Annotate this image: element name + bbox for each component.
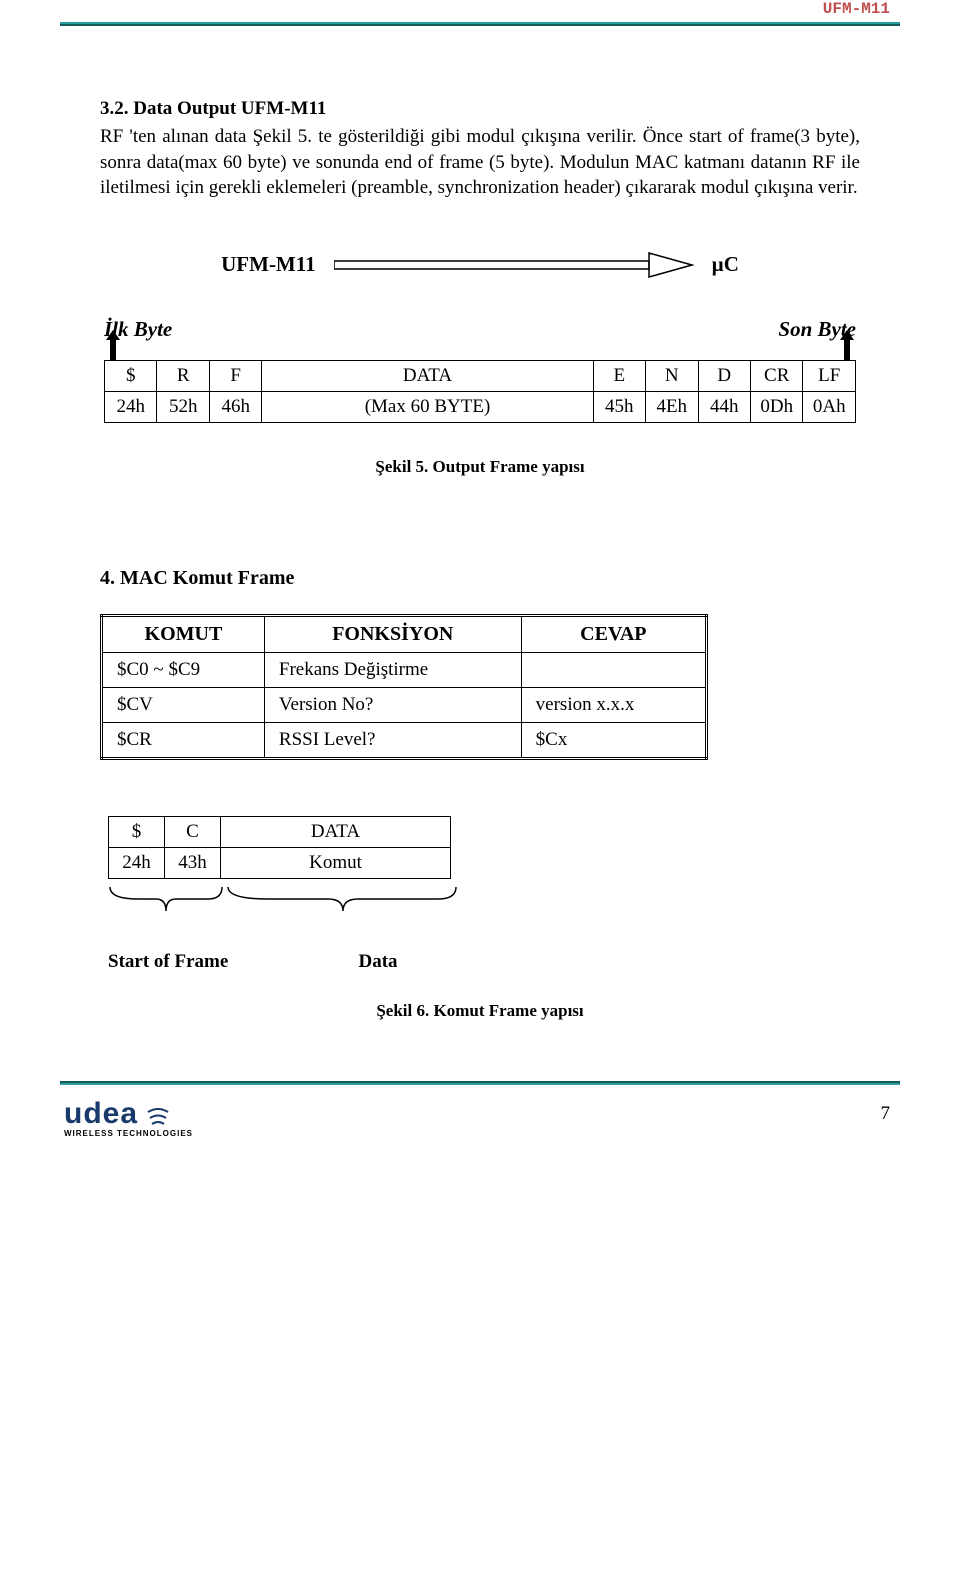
footer-rule: [60, 1081, 900, 1085]
header-komut: KOMUT: [102, 615, 265, 652]
arrow-icon: [334, 251, 694, 279]
wave-icon: [144, 1108, 170, 1130]
cell: Frekans Değiştirme: [264, 652, 521, 687]
cell: Komut: [221, 847, 451, 878]
page-footer: udea WIRELESS TECHNOLOGIES 7: [0, 1081, 960, 1171]
data-label: Data: [278, 951, 478, 973]
flow-diagram: UFM-M11 µC: [100, 251, 860, 279]
cell: 24h: [105, 391, 157, 422]
logo: udea WIRELESS TECHNOLOGIES: [64, 1097, 193, 1138]
table-row: 24h 52h 46h (Max 60 BYTE) 45h 4Eh 44h 0D…: [105, 391, 856, 422]
cell: [521, 652, 706, 687]
cell: $Cx: [521, 722, 706, 758]
cell: 44h: [698, 391, 750, 422]
cell: $: [105, 360, 157, 391]
table-header-row: KOMUT FONKSİYON CEVAP: [102, 615, 707, 652]
doc-code: UFM-M11: [823, 0, 890, 18]
table-row: $C0 ~ $C9 Frekans Değiştirme: [102, 652, 707, 687]
table-row: $ C DATA: [109, 816, 451, 847]
brace-icon: [108, 885, 468, 915]
cell: N: [646, 360, 698, 391]
cell: RSSI Level?: [264, 722, 521, 758]
header-fonksiyon: FONKSİYON: [264, 615, 521, 652]
cell: version x.x.x: [521, 687, 706, 722]
brand-sub: WIRELESS TECHNOLOGIES: [64, 1129, 193, 1138]
output-frame-table: $ R F DATA E N D CR LF 24h 52h 46h (Max …: [104, 360, 856, 423]
cell: 52h: [157, 391, 209, 422]
cell: $CR: [102, 722, 265, 758]
section-paragraph: RF 'ten alınan data Şekil 5. te gösteril…: [100, 124, 860, 201]
cell: 46h: [209, 391, 261, 422]
flow-right-label: µC: [712, 252, 739, 277]
cell: 4Eh: [646, 391, 698, 422]
header-rule: [60, 22, 900, 26]
cell: CR: [750, 360, 802, 391]
cell: 24h: [109, 847, 165, 878]
sof-label: Start of Frame: [108, 951, 278, 973]
mac-heading: 4. MAC Komut Frame: [100, 567, 860, 590]
byte-labels: İlk Byte Son Byte: [104, 317, 856, 342]
header-cevap: CEVAP: [521, 615, 706, 652]
cell: 0Ah: [803, 391, 856, 422]
cell: (Max 60 BYTE): [262, 391, 593, 422]
output-frame-table-wrap: $ R F DATA E N D CR LF 24h 52h 46h (Max …: [100, 360, 860, 423]
cell: F: [209, 360, 261, 391]
cell: LF: [803, 360, 856, 391]
figure6-caption: Şekil 6. Komut Frame yapısı: [100, 1001, 860, 1021]
arrow-up-right-icon: [840, 330, 854, 360]
brand-name: udea: [64, 1097, 138, 1130]
cell: C: [165, 816, 221, 847]
page-header: UFM-M11: [0, 0, 960, 28]
cell: DATA: [221, 816, 451, 847]
cell: Version No?: [264, 687, 521, 722]
section-title: 3.2. Data Output UFM-M11: [100, 98, 860, 120]
cell: 0Dh: [750, 391, 802, 422]
brace-labels: Start of Frame Data: [108, 951, 860, 973]
komut-frame-table: $ C DATA 24h 43h Komut: [108, 816, 451, 879]
cell: R: [157, 360, 209, 391]
cell: D: [698, 360, 750, 391]
table-row: $ R F DATA E N D CR LF: [105, 360, 856, 391]
table-row: $CV Version No? version x.x.x: [102, 687, 707, 722]
cell: 45h: [593, 391, 645, 422]
cell: E: [593, 360, 645, 391]
cell: $: [109, 816, 165, 847]
table-row: $CR RSSI Level? $Cx: [102, 722, 707, 758]
table-row: 24h 43h Komut: [109, 847, 451, 878]
cell: 43h: [165, 847, 221, 878]
page-number: 7: [881, 1103, 891, 1125]
page-content: 3.2. Data Output UFM-M11 RF 'ten alınan …: [0, 28, 960, 1061]
figure5-caption: Şekil 5. Output Frame yapısı: [100, 457, 860, 477]
cell: $CV: [102, 687, 265, 722]
command-table: KOMUT FONKSİYON CEVAP $C0 ~ $C9 Frekans …: [100, 614, 708, 760]
arrow-up-left-icon: [106, 330, 120, 360]
flow-left-label: UFM-M11: [221, 252, 315, 277]
cell: $C0 ~ $C9: [102, 652, 265, 687]
cell: DATA: [262, 360, 593, 391]
